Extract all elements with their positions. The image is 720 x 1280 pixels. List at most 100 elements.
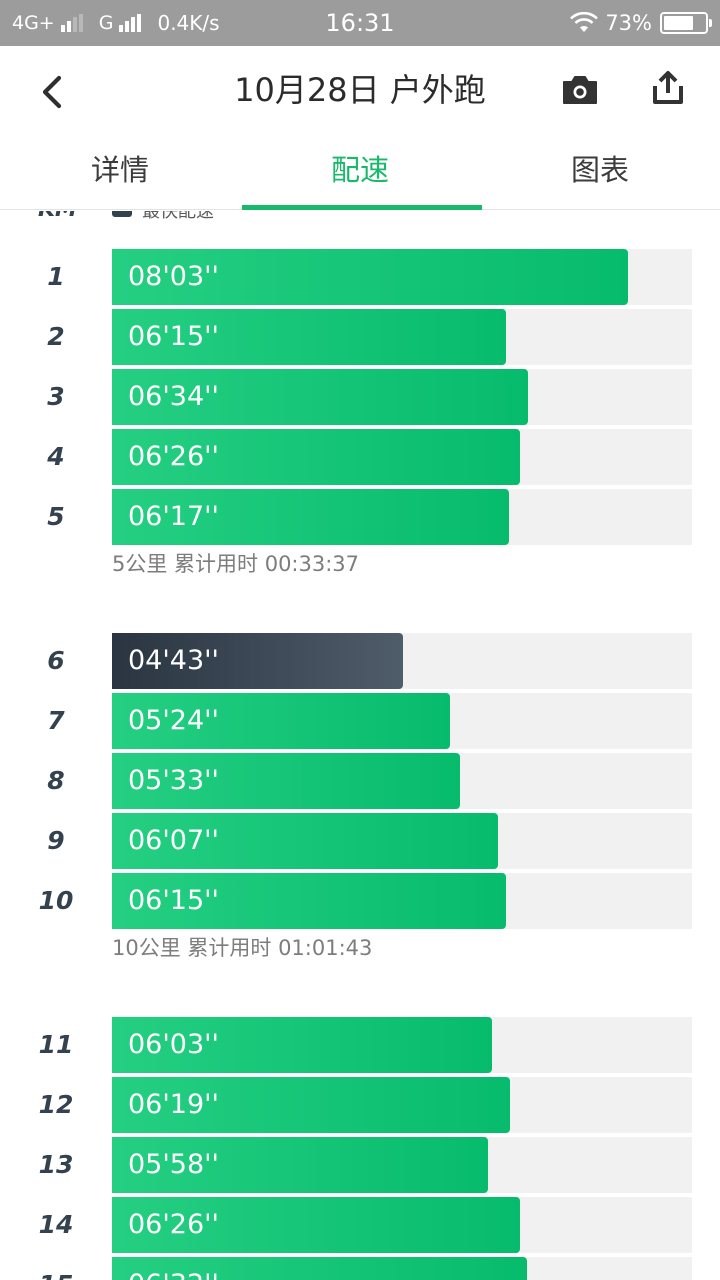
tab-label: 配速	[330, 153, 389, 187]
pace-bar-track: 06'26''	[112, 1197, 692, 1253]
pace-list[interactable]: KM 最快配速 1 08'03'' 2 06'15'' 3 06'34'' 4 06'26''…	[0, 211, 720, 1280]
km-unit-label: KM	[38, 211, 77, 222]
signal-strength-icon	[60, 14, 85, 32]
pace-bar-track: 06'07''	[112, 813, 692, 869]
pace-bar-track: 05'58''	[112, 1137, 692, 1193]
km-number: 2	[47, 322, 65, 351]
clock: 16:31	[325, 9, 395, 37]
pace-bar[interactable]: 06'32''	[112, 1257, 527, 1280]
pace-bar[interactable]: 06'26''	[112, 429, 520, 485]
pace-value: 06'17''	[128, 501, 219, 532]
wifi-icon	[570, 12, 599, 32]
pace-row: 1 08'03''	[0, 249, 720, 305]
signal-strength-icon	[119, 14, 143, 32]
pace-value: 06'34''	[128, 381, 219, 412]
pace-bar-track: 05'33''	[112, 753, 692, 809]
pace-bar[interactable]: 06'15''	[112, 309, 506, 365]
pace-value: 06'07''	[128, 825, 219, 856]
pace-bar[interactable]: 05'58''	[112, 1137, 488, 1193]
fastest-pace-bar[interactable]: 04'43''	[112, 633, 403, 689]
pace-bar-track: 06'03''	[112, 1017, 692, 1073]
tab-bar: 详情 配速 图表	[0, 134, 720, 210]
fastest-legend-swatch	[112, 211, 132, 217]
km-number: 10	[38, 886, 74, 915]
km-number: 8	[47, 766, 65, 795]
pace-value: 06'26''	[128, 441, 219, 472]
camera-icon	[563, 76, 597, 104]
km-number: 7	[47, 706, 65, 735]
pace-bar-track: 08'03''	[112, 249, 692, 305]
pace-row: 3 06'34''	[0, 369, 720, 425]
pace-value: 06'03''	[128, 1029, 219, 1060]
app-header: 10月28日 户外跑	[0, 46, 720, 134]
pace-row: 9 06'07''	[0, 813, 720, 869]
status-bar: 4G+ G 0.4K/s 16:31 73%	[0, 0, 720, 46]
pace-bar[interactable]: 06'17''	[112, 489, 509, 545]
fastest-legend-label: 最快配速	[142, 211, 214, 222]
pace-bar[interactable]: 06'34''	[112, 369, 528, 425]
pace-row: 10 06'15''	[0, 873, 720, 929]
tab-details[interactable]: 详情	[0, 134, 240, 210]
pace-row: 12 06'19''	[0, 1077, 720, 1133]
pace-value: 06'26''	[128, 1209, 219, 1240]
km-number: 14	[38, 1210, 74, 1239]
pace-value: 06'19''	[128, 1089, 219, 1120]
pace-bar[interactable]: 06'19''	[112, 1077, 510, 1133]
pace-value: 06'32''	[128, 1257, 219, 1280]
tab-label: 详情	[90, 153, 149, 187]
tab-pace[interactable]: 配速	[240, 134, 482, 210]
pace-value: 05'33''	[128, 765, 219, 796]
back-button[interactable]	[30, 70, 74, 114]
pace-bar[interactable]: 06'03''	[112, 1017, 492, 1073]
page-title: 10月28日 户外跑	[234, 71, 486, 109]
cumulative-time-summary: 10公里 累计用时 01:01:43	[112, 936, 373, 960]
km-number: 12	[38, 1090, 74, 1119]
status-bar-right: 73%	[569, 0, 712, 46]
legend: KM 最快配速	[0, 211, 720, 227]
pace-bar-track: 06'19''	[112, 1077, 692, 1133]
pace-value: 06'15''	[128, 885, 219, 916]
pace-bar[interactable]: 05'33''	[112, 753, 460, 809]
chevron-left-icon	[42, 75, 62, 109]
pace-row: 2 06'15''	[0, 309, 720, 365]
pace-value: 05'58''	[128, 1149, 219, 1180]
pace-bar-track: 06'17''	[112, 489, 692, 545]
pace-row: 8 05'33''	[0, 753, 720, 809]
pace-row: 15 06'32''	[0, 1257, 720, 1280]
pace-bar-track: 06'15''	[112, 873, 692, 929]
pace-bar[interactable]: 06'07''	[112, 813, 498, 869]
network-type-secondary: G	[98, 12, 114, 34]
status-bar-left: 4G+ G 0.4K/s	[12, 0, 220, 46]
tab-charts[interactable]: 图表	[480, 134, 720, 210]
pace-row: 7 05'24''	[0, 693, 720, 749]
pace-row: 13 05'58''	[0, 1137, 720, 1193]
km-number: 11	[38, 1030, 74, 1059]
pace-bar-track: 05'24''	[112, 693, 692, 749]
pace-bar[interactable]: 08'03''	[112, 249, 628, 305]
camera-button[interactable]	[558, 68, 602, 112]
network-type-primary: 4G+	[12, 12, 55, 34]
pace-bar-track: 06'32''	[112, 1257, 692, 1280]
cumulative-time-summary: 5公里 累计用时 00:33:37	[112, 552, 360, 576]
tab-label: 图表	[570, 153, 629, 187]
km-number: 5	[47, 502, 65, 531]
share-icon	[653, 71, 683, 104]
pace-bar[interactable]: 06'15''	[112, 873, 506, 929]
pace-bar-track: 06'15''	[112, 309, 692, 365]
pace-row: 4 06'26''	[0, 429, 720, 485]
km-number: 1	[47, 262, 65, 291]
pace-value: 04'43''	[128, 645, 219, 676]
pace-row: 6 04'43''	[0, 633, 720, 689]
km-number: 15	[26, 1257, 86, 1280]
pace-value: 05'24''	[128, 705, 219, 736]
pace-value: 08'03''	[128, 261, 219, 292]
pace-value: 06'15''	[128, 321, 219, 352]
pace-bar[interactable]: 05'24''	[112, 693, 450, 749]
share-button[interactable]	[646, 66, 690, 110]
km-number: 3	[47, 382, 65, 411]
active-tab-indicator	[242, 205, 482, 210]
pace-row: 14 06'26''	[0, 1197, 720, 1253]
km-number: 13	[38, 1150, 74, 1179]
pace-bar[interactable]: 06'26''	[112, 1197, 520, 1253]
battery-percent: 73%	[605, 11, 652, 35]
